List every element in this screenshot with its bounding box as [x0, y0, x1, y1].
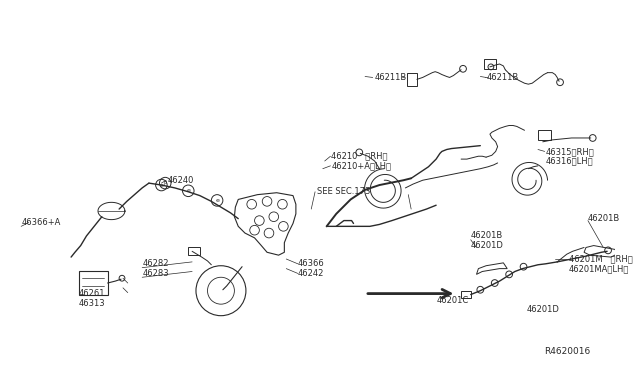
Text: e: e: [186, 188, 190, 193]
Text: 46282: 46282: [142, 259, 169, 268]
Text: 46313: 46313: [79, 299, 106, 308]
Text: 46201MA〈LH〉: 46201MA〈LH〉: [569, 264, 629, 273]
Text: 46261: 46261: [79, 289, 105, 298]
Text: 46240: 46240: [168, 176, 195, 185]
Text: 46211B: 46211B: [374, 73, 407, 82]
Text: 46366: 46366: [298, 259, 324, 268]
Text: 46201B: 46201B: [470, 231, 503, 240]
Text: 46201B: 46201B: [588, 214, 620, 223]
Text: 46210   〈RH〉: 46210 〈RH〉: [332, 152, 388, 161]
Text: 46242: 46242: [298, 269, 324, 278]
Text: R4620016: R4620016: [544, 347, 590, 356]
Text: 46201C: 46201C: [436, 296, 468, 305]
Text: 46201D: 46201D: [470, 241, 504, 250]
Text: e: e: [159, 183, 163, 187]
Text: e: e: [215, 198, 219, 203]
Text: 46315〈RH〉: 46315〈RH〉: [546, 147, 595, 156]
Text: 46210+A〈LH〉: 46210+A〈LH〉: [332, 161, 392, 170]
Text: 46366+A: 46366+A: [21, 218, 61, 227]
Text: 46201D: 46201D: [527, 305, 559, 314]
Text: P: P: [164, 181, 167, 186]
Text: 46201M   〈RH〉: 46201M 〈RH〉: [569, 254, 632, 263]
Text: 46316〈LH〉: 46316〈LH〉: [546, 157, 593, 166]
Text: 46211B: 46211B: [487, 73, 519, 82]
Text: SEE SEC.173: SEE SEC.173: [317, 187, 371, 196]
Text: 46283: 46283: [142, 269, 169, 278]
